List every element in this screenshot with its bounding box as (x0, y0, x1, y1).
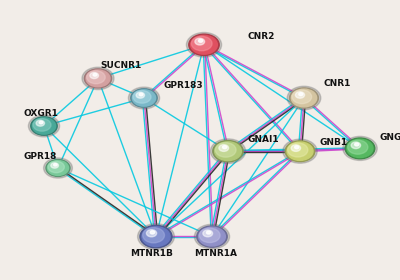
Circle shape (199, 227, 225, 246)
Circle shape (87, 71, 105, 84)
Text: GNAI1: GNAI1 (248, 136, 280, 144)
Circle shape (51, 163, 58, 168)
Circle shape (140, 225, 172, 248)
Circle shape (44, 158, 72, 178)
Text: GNB1: GNB1 (320, 138, 348, 147)
Circle shape (48, 161, 64, 173)
Text: GPR183: GPR183 (164, 81, 204, 90)
Circle shape (28, 115, 60, 137)
Circle shape (86, 70, 110, 87)
Circle shape (54, 164, 57, 166)
Circle shape (48, 161, 68, 175)
Circle shape (292, 90, 312, 104)
Circle shape (136, 92, 144, 98)
Circle shape (128, 87, 160, 109)
Circle shape (295, 146, 299, 149)
Circle shape (290, 88, 318, 108)
Circle shape (82, 67, 114, 90)
Circle shape (39, 121, 43, 124)
Text: CNR1: CNR1 (324, 80, 351, 88)
Circle shape (198, 39, 203, 42)
Circle shape (351, 142, 360, 149)
Circle shape (222, 146, 227, 149)
Circle shape (210, 139, 246, 164)
Circle shape (197, 226, 227, 247)
Circle shape (195, 38, 205, 45)
Circle shape (287, 142, 313, 160)
Text: GNG2: GNG2 (380, 133, 400, 142)
Circle shape (348, 140, 368, 154)
Circle shape (133, 91, 151, 103)
Text: GPR18: GPR18 (24, 152, 57, 161)
Circle shape (215, 143, 236, 157)
Circle shape (90, 73, 98, 79)
Text: CNR2: CNR2 (248, 32, 275, 41)
Circle shape (138, 224, 174, 249)
Circle shape (146, 230, 157, 237)
Circle shape (287, 86, 321, 110)
Circle shape (150, 231, 155, 234)
Circle shape (343, 136, 377, 160)
Circle shape (295, 92, 304, 98)
Circle shape (132, 90, 156, 106)
Circle shape (33, 119, 51, 131)
Circle shape (189, 34, 219, 55)
Circle shape (283, 139, 317, 163)
Circle shape (291, 145, 300, 151)
Text: MTNR1A: MTNR1A (194, 249, 238, 258)
Circle shape (213, 141, 243, 162)
Text: OXGR1: OXGR1 (24, 109, 59, 118)
Circle shape (355, 143, 359, 146)
Circle shape (131, 89, 157, 107)
Circle shape (142, 227, 170, 246)
Circle shape (139, 93, 143, 96)
Circle shape (206, 231, 211, 234)
Circle shape (285, 141, 315, 162)
Text: SUCNR1: SUCNR1 (100, 61, 141, 70)
Circle shape (31, 117, 57, 135)
Circle shape (291, 89, 317, 107)
Circle shape (288, 143, 308, 157)
Text: MTNR1B: MTNR1B (130, 249, 174, 258)
Circle shape (215, 142, 241, 160)
Circle shape (299, 93, 303, 95)
Circle shape (186, 32, 222, 57)
Circle shape (219, 144, 229, 151)
Circle shape (194, 224, 230, 249)
Circle shape (36, 120, 44, 126)
Circle shape (199, 228, 220, 242)
Circle shape (203, 230, 213, 237)
Circle shape (93, 73, 97, 76)
Circle shape (191, 36, 217, 54)
Circle shape (347, 139, 373, 158)
Circle shape (345, 138, 375, 159)
Circle shape (191, 36, 212, 51)
Circle shape (84, 69, 112, 88)
Circle shape (32, 118, 56, 134)
Circle shape (46, 160, 70, 176)
Circle shape (143, 228, 164, 243)
